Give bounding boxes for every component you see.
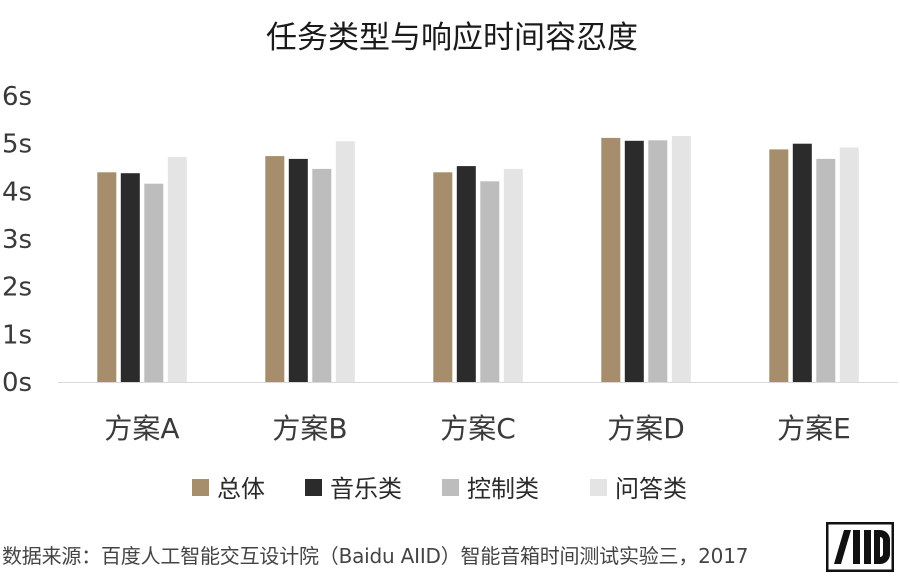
bar-5-1 xyxy=(769,149,789,382)
y-tick-label: 1s xyxy=(2,320,32,350)
aiid-logo xyxy=(825,521,895,573)
x-tick-label: 方案D xyxy=(607,412,685,445)
legend-label: 音乐类 xyxy=(330,475,402,503)
chart-title: 任务类型与响应时间容忍度 xyxy=(266,20,638,56)
y-tick-label: 6s xyxy=(2,82,32,112)
legend-swatch xyxy=(192,479,209,496)
axis-layer: 0s 1s 2s 3s 4s 5s 6s 方案A 方案B 方案C 方案D 方案E xyxy=(2,82,898,445)
x-tick-label: 方案B xyxy=(272,412,347,445)
y-tick-label: 0s xyxy=(2,368,32,398)
bar-2-3 xyxy=(312,168,332,382)
bar-chart: 任务类型与响应时间容忍度 0s 1s 2s 3s 4s 5s 6s 方案A 方案B 方案C 方案D 方… xyxy=(2,20,898,503)
bar-1-3 xyxy=(144,183,164,382)
bar-4-4 xyxy=(671,136,691,382)
y-tick-label: 5s xyxy=(2,130,32,160)
x-tick-label: 方案A xyxy=(104,412,179,445)
aiid-logo-mark xyxy=(825,521,895,573)
legend-label: 总体 xyxy=(217,475,265,503)
legend-swatch xyxy=(442,479,459,496)
x-tick-label: 方案C xyxy=(440,412,516,445)
y-tick-label: 3s xyxy=(2,225,32,255)
y-tick-label: 2s xyxy=(2,273,32,303)
bar-1-2 xyxy=(120,173,140,382)
legend: 总体 音乐类 控制类 问答类 xyxy=(192,475,687,503)
bar-2-4 xyxy=(335,141,355,382)
y-tick-label: 4s xyxy=(2,177,32,207)
x-tick-label: 方案E xyxy=(777,412,851,445)
legend-swatch xyxy=(590,479,607,496)
bar-layer xyxy=(97,136,859,382)
bar-5-3 xyxy=(816,158,836,382)
bar-4-3 xyxy=(648,140,668,382)
bar-1-1 xyxy=(97,172,117,382)
bar-2-2 xyxy=(288,158,308,382)
bar-3-2 xyxy=(456,166,476,382)
legend-label: 控制类 xyxy=(467,475,539,503)
bar-2-1 xyxy=(265,156,285,382)
legend-label: 问答类 xyxy=(615,475,687,503)
bar-4-2 xyxy=(624,140,644,382)
source-note: 数据来源：百度人工智能交互设计院（Baidu AIID）智能音箱时间测试实验三，… xyxy=(2,544,749,568)
bar-3-1 xyxy=(433,172,453,382)
bar-3-4 xyxy=(503,168,523,382)
legend-swatch xyxy=(305,479,322,496)
bar-1-4 xyxy=(167,157,187,382)
bar-3-3 xyxy=(480,181,500,382)
bar-4-1 xyxy=(601,137,621,382)
bar-5-4 xyxy=(839,147,859,382)
bar-5-2 xyxy=(792,143,812,382)
